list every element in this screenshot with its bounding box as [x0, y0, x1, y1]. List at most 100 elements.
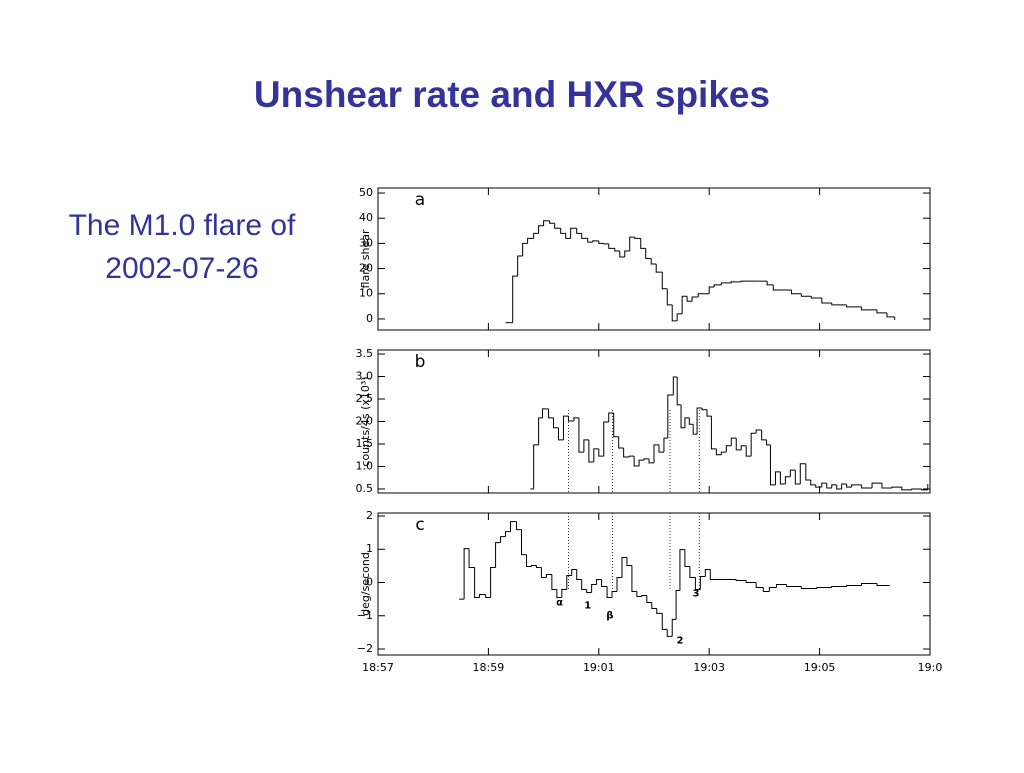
x-tick-label: 19:03: [693, 661, 725, 674]
step-segment: [776, 583, 787, 588]
step-segment: [704, 569, 711, 577]
step-segment: [626, 557, 632, 567]
step-segment: [800, 293, 812, 297]
step-segment: [608, 243, 615, 249]
step-segment: [655, 264, 663, 273]
step-segment: [766, 281, 774, 286]
step-segment: [648, 458, 654, 464]
step-segment: [831, 484, 837, 489]
step-segment: [755, 429, 762, 434]
step-segment: [596, 579, 602, 585]
step-segment: [720, 451, 727, 455]
panel-label: b: [415, 352, 426, 372]
step-segment: [583, 439, 589, 453]
step-segment: [576, 228, 582, 234]
y-tick-label: 40: [359, 211, 373, 224]
y-tick-label: 3.0: [356, 370, 374, 383]
step-segment: [745, 580, 757, 584]
step-segment: [533, 232, 539, 239]
step-segment: [826, 483, 832, 489]
step-segment: [509, 521, 517, 532]
step-segment: [672, 376, 678, 395]
step-segment: [766, 439, 771, 446]
step-segment: [689, 566, 696, 579]
step-segment: [789, 469, 796, 477]
step-segment: [658, 444, 664, 453]
step-segment: [671, 618, 677, 637]
step-segment: [774, 471, 781, 485]
plot-frame: [377, 187, 931, 331]
step-segment: [636, 591, 642, 597]
step-segment: [661, 613, 668, 630]
step-segment: [720, 282, 732, 285]
step-segment: [643, 458, 650, 461]
step-segment: [911, 488, 922, 490]
caption-line: The M1.0 flare of: [69, 209, 296, 242]
step-segment: [653, 444, 659, 463]
step-segment: [846, 304, 862, 308]
step-segment: [592, 240, 599, 243]
step-segment: [578, 417, 584, 453]
step-segment: [573, 417, 579, 422]
step-segment: [623, 448, 630, 458]
step-segment: [651, 602, 657, 609]
step-segment: [708, 286, 715, 294]
step-segment: [779, 471, 786, 485]
step-segment: [800, 586, 817, 589]
step-segment: [606, 586, 613, 598]
y-tick-label: 10: [359, 287, 373, 300]
step-segment: [561, 588, 567, 598]
step-segment: [566, 575, 572, 590]
step-segment: [762, 587, 770, 592]
step-segment: [697, 293, 704, 298]
caption-line: 2002-07-26: [105, 252, 258, 285]
step-segment: [490, 567, 496, 598]
step-segment: [799, 463, 806, 485]
step-segment: [871, 482, 882, 489]
step-segment: [641, 594, 647, 597]
step-segment: [522, 242, 528, 256]
step-segment: [846, 484, 852, 488]
step-segment: [876, 309, 887, 314]
step-segment: [710, 416, 717, 450]
step-segment: [680, 404, 685, 429]
step-segment: [576, 569, 582, 581]
step-segment: [684, 417, 690, 428]
step-segment: [581, 233, 588, 239]
step-segment: [521, 529, 527, 556]
annotation: 1: [584, 600, 591, 611]
step-segment: [881, 483, 892, 489]
step-segment: [715, 448, 722, 456]
step-segment: [463, 548, 470, 600]
step-segment: [628, 455, 635, 458]
step-segment: [587, 238, 593, 243]
step-segment: [603, 421, 609, 457]
step-segment: [500, 536, 506, 543]
step-segment: [701, 408, 707, 411]
step-segment: [745, 445, 752, 457]
step-segment: [554, 223, 561, 229]
step-segment: [666, 288, 673, 306]
step-segment: [567, 416, 574, 422]
step-segment: [633, 456, 640, 467]
step-segment: [790, 289, 802, 295]
y-tick-label: 2: [366, 509, 373, 522]
step-segment: [836, 484, 842, 490]
step-segment: [474, 567, 480, 598]
step-segment: [709, 569, 722, 581]
step-segment: [761, 430, 767, 441]
step-segment: [543, 220, 550, 226]
step-segment: [821, 482, 827, 488]
step-segment: [699, 576, 706, 590]
step-segment: [535, 565, 542, 569]
step-segment: [886, 312, 895, 318]
y-tick-label: 0: [366, 312, 373, 325]
x-tick-label: 19:05: [804, 661, 836, 674]
step-segment: [538, 225, 544, 234]
step-segment: [598, 448, 604, 457]
x-tick-label: 18:57: [362, 661, 394, 674]
step-segment: [611, 590, 618, 598]
step-segment: [553, 417, 559, 429]
step-segment: [725, 445, 732, 453]
y-tick-label: 0: [366, 576, 373, 589]
